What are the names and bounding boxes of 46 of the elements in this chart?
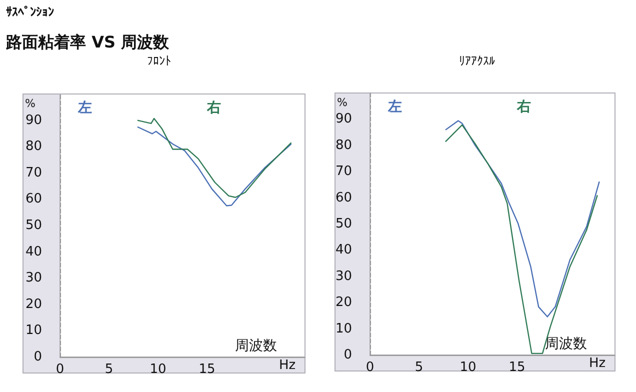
y-tick-label: 70: [335, 164, 352, 180]
y-axis-title: %: [337, 96, 348, 109]
x-axis-title: Hz: [279, 358, 296, 373]
text: 左: [387, 99, 402, 115]
y-tick-label: 20: [335, 295, 352, 310]
y-tick-label: 0: [344, 348, 352, 362]
y-axis-title: %: [25, 97, 36, 110]
y-tick-label: 70: [25, 165, 42, 180]
text: 右: [206, 100, 221, 116]
y-tick-label: 0: [34, 350, 42, 364]
x-tick-label: 0: [366, 360, 374, 375]
x-tick-label: 10: [460, 360, 476, 375]
y-tick-label: 50: [25, 218, 42, 233]
x-tick-label: 10: [150, 362, 166, 377]
y-tick-label: 10: [25, 323, 42, 338]
y-tick-label: 40: [25, 244, 42, 260]
x-tick-label: 15: [508, 360, 526, 375]
y-tick-label: 90: [335, 112, 352, 127]
y-tick-label: 30: [25, 270, 42, 286]
line-series: [136, 118, 292, 198]
annotation: 周波数: [235, 338, 277, 354]
text: 路面粘着率 VS 周波数: [5, 32, 170, 52]
x-tick-label: 5: [414, 360, 424, 375]
annotation: 周波数: [545, 336, 587, 352]
y-tick-label: 40: [335, 242, 352, 258]
y-tick-label: 80: [25, 139, 42, 154]
y-tick-label: 90: [25, 112, 42, 128]
line-series: [444, 124, 598, 354]
y-tick-label: 30: [335, 268, 352, 284]
chart-title: ﾘｱｱｸｽﾙ: [459, 54, 495, 68]
text: ｻｽﾍﾟﾝｼｮﾝ: [6, 5, 54, 19]
y-tick-label: 60: [335, 190, 352, 206]
y-tick-label: 60: [25, 192, 42, 207]
y-tick-label: 10: [335, 321, 352, 336]
line-series: [444, 120, 600, 318]
y-tick-label: 20: [25, 296, 42, 312]
x-tick-label: 5: [104, 362, 114, 377]
x-axis-title: Hz: [589, 356, 606, 371]
chart-title: ﾌﾛﾝﾄ: [147, 54, 171, 68]
line-series: [136, 126, 292, 206]
text: 右: [516, 99, 531, 115]
y-tick-label: 80: [335, 138, 352, 153]
text: 左: [77, 100, 92, 116]
x-tick-label: 15: [198, 362, 216, 377]
x-tick-label: 0: [56, 362, 64, 377]
y-tick-label: 50: [335, 216, 352, 232]
